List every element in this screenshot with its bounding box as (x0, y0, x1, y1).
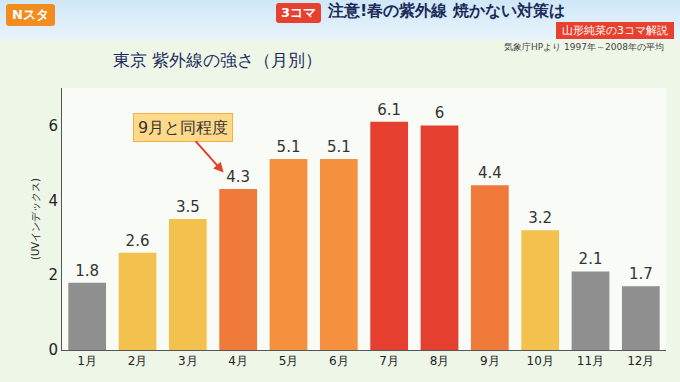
svg-text:5月: 5月 (279, 354, 299, 368)
svg-text:3.2: 3.2 (528, 209, 552, 227)
html-text:Nスタ: Nスタ (12, 7, 49, 22)
svg-text:(UVインデックス): (UVインデックス) (30, 178, 41, 260)
html-text:注意!春の紫外線 焼かない対策は: 注意!春の紫外線 焼かない対策は (328, 1, 565, 20)
svg-text:4: 4 (48, 192, 58, 210)
html-text:山形純菜の3コマ解説: 山形純菜の3コマ解説 (562, 24, 668, 37)
svg-text:5.1: 5.1 (277, 138, 301, 156)
svg-text:11月: 11月 (577, 354, 604, 368)
svg-text:1.7: 1.7 (629, 265, 653, 283)
svg-text:3.5: 3.5 (176, 198, 200, 216)
svg-text:10月: 10月 (527, 354, 554, 368)
svg-text:3月: 3月 (178, 354, 198, 368)
svg-text:気象庁HPより 1997年～2008年の平均: 気象庁HPより 1997年～2008年の平均 (504, 42, 664, 52)
svg-text:4.3: 4.3 (226, 168, 250, 186)
svg-text:6: 6 (435, 104, 445, 122)
svg-text:6月: 6月 (329, 354, 349, 368)
svg-text:7月: 7月 (379, 354, 399, 368)
svg-text:12月: 12月 (627, 354, 654, 368)
svg-text:東京 紫外線の強さ（月別）: 東京 紫外線の強さ（月別） (113, 50, 322, 70)
svg-text:1月: 1月 (77, 354, 97, 368)
svg-text:6.1: 6.1 (377, 101, 401, 119)
svg-text:2.6: 2.6 (126, 232, 150, 250)
svg-text:6: 6 (48, 117, 58, 135)
svg-text:4.4: 4.4 (478, 164, 502, 182)
svg-text:2: 2 (48, 266, 58, 284)
svg-text:2月: 2月 (128, 354, 148, 368)
svg-text:5.1: 5.1 (327, 138, 351, 156)
svg-text:9月: 9月 (480, 354, 500, 368)
svg-text:9月と同程度: 9月と同程度 (138, 118, 228, 137)
html-text:3コマ: 3コマ (281, 5, 316, 20)
svg-text:4月: 4月 (228, 354, 248, 368)
svg-text:2.1: 2.1 (579, 250, 603, 268)
svg-text:8月: 8月 (430, 354, 450, 368)
svg-text:0: 0 (48, 341, 58, 359)
svg-text:1.8: 1.8 (75, 262, 99, 280)
